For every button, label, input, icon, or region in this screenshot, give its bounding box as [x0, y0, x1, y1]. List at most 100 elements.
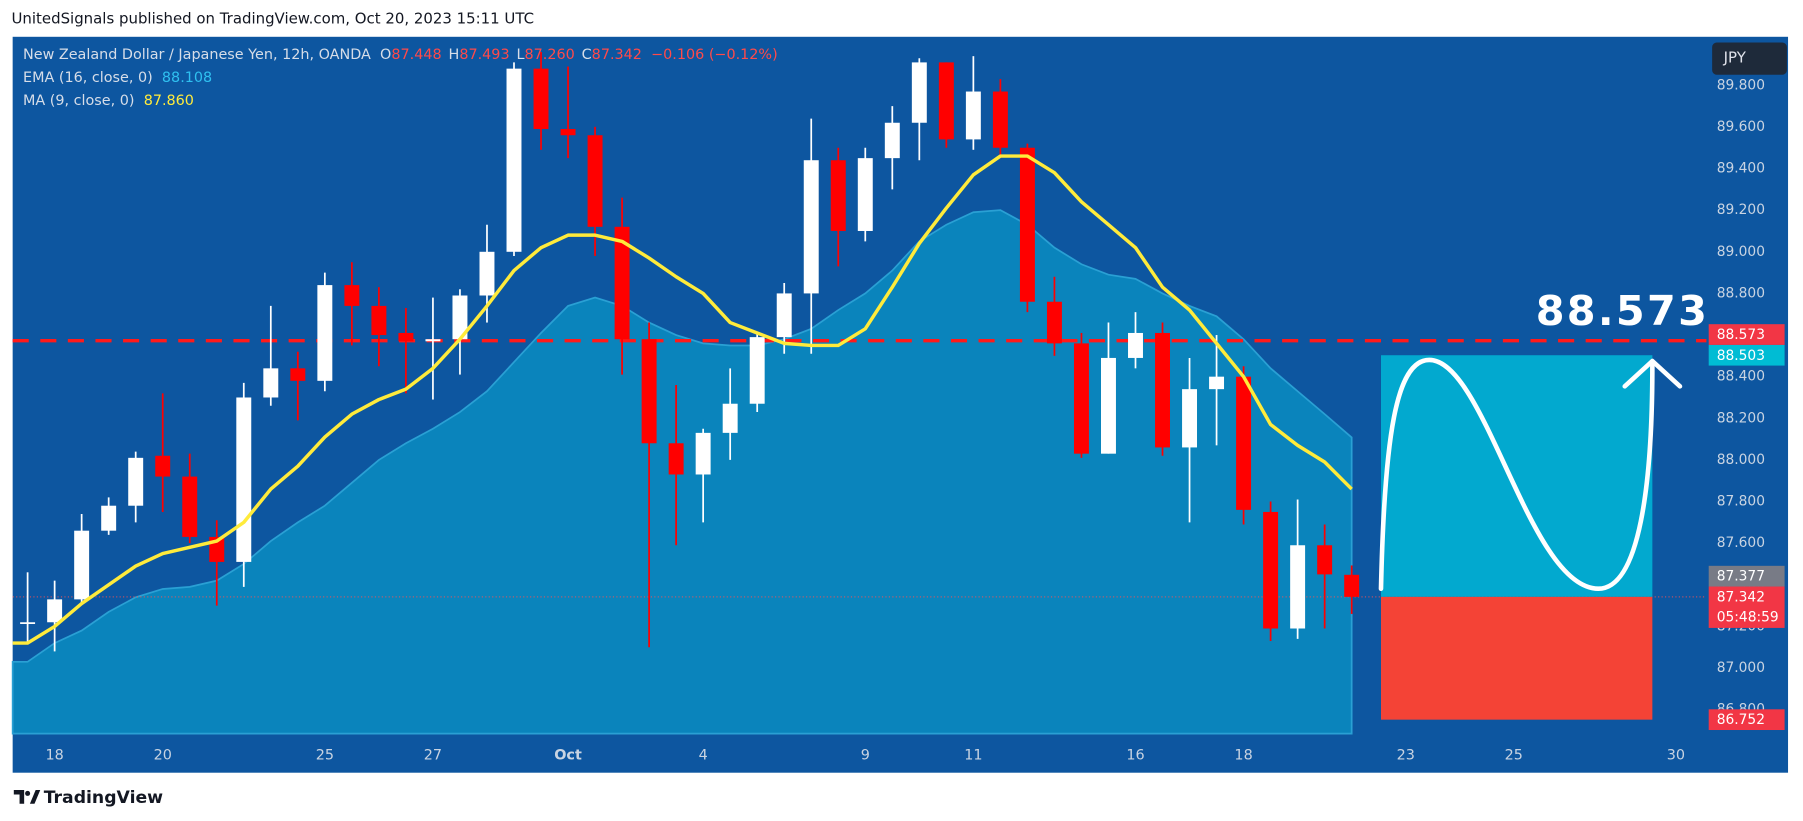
x-tick-label: 18	[45, 747, 63, 763]
price-label-box	[1708, 324, 1785, 345]
price-label-box	[1708, 344, 1785, 366]
candle-body	[641, 339, 657, 444]
target-text: 88.573	[1536, 287, 1709, 335]
x-tick-label: 18	[1234, 747, 1252, 763]
candle-body	[1073, 343, 1089, 454]
candle-body	[803, 160, 819, 294]
candle-body	[1317, 545, 1333, 575]
candle-body	[938, 62, 954, 140]
legend-ema-value: 88.108	[162, 70, 212, 86]
candle-body	[722, 403, 738, 433]
legend-ma-row: MA (9, close, 0) 87.860	[23, 93, 194, 109]
price-label: 86.752	[1717, 712, 1765, 728]
y-tick-label: 88.200	[1717, 410, 1765, 426]
legend-symbol-row: New Zealand Dollar / Japanese Yen, 12h, …	[23, 47, 778, 63]
candle-body	[1046, 301, 1062, 344]
candle-body	[1344, 574, 1360, 597]
legend-h-value: 87.493	[459, 47, 509, 63]
y-tick-label: 87.600	[1717, 535, 1765, 551]
logo-part	[13, 789, 25, 804]
candle-body	[317, 285, 333, 381]
price-label: 88.503	[1717, 348, 1765, 364]
candle-body	[236, 397, 252, 562]
candle-body	[668, 443, 684, 475]
ma-layer	[12, 154, 1353, 645]
candle-body	[587, 135, 603, 227]
legend-change: −0.106 (−0.12%)	[651, 47, 778, 63]
candles	[20, 51, 1360, 652]
candle-body	[47, 599, 63, 623]
candle-body	[560, 128, 576, 136]
footer-brand: TradingView	[44, 788, 163, 808]
candle-body	[695, 432, 711, 475]
y-tick-label: 89.800	[1717, 77, 1765, 93]
profit-zone	[1380, 355, 1653, 597]
candle-body	[749, 337, 765, 404]
x-tick-label: 16	[1126, 747, 1144, 763]
legend-ma-value: 87.860	[144, 93, 194, 109]
candle-body	[263, 368, 279, 398]
y-tick-label: 88.400	[1717, 369, 1765, 385]
legend-symbol: New Zealand Dollar / Japanese Yen, 12h, …	[23, 47, 371, 63]
candle-body	[1128, 332, 1143, 358]
y-tick-label: 89.200	[1717, 202, 1765, 218]
legend-h-label: H	[449, 47, 460, 63]
legend-l-label: L	[516, 47, 524, 63]
x-tick-label: 11	[964, 747, 982, 763]
price-label: 88.573	[1717, 327, 1765, 343]
candle-body	[614, 226, 630, 340]
candle-body	[101, 505, 117, 531]
candle-body	[182, 476, 198, 537]
legend-ma-name: MA (9, close, 0)	[23, 93, 135, 109]
currency-button-bg[interactable]	[1712, 42, 1787, 75]
y-tick-label: 87.800	[1717, 494, 1765, 510]
currency-button[interactable]: JPY	[1712, 42, 1787, 75]
candle-body	[992, 91, 1008, 148]
price-label-box	[1708, 565, 1785, 587]
x-tick-label: 9	[861, 747, 870, 763]
candle-body	[533, 68, 549, 129]
x-tick-label: 4	[699, 747, 708, 763]
price-label: 87.342	[1717, 589, 1765, 605]
candle-body	[398, 332, 414, 342]
legend-o-label: O	[380, 47, 391, 63]
legend-c-label: C	[582, 47, 592, 63]
price-label-box	[1708, 709, 1785, 731]
candle-body	[452, 295, 468, 340]
position-tool	[1380, 355, 1653, 720]
drawing: 88.573	[1378, 287, 1709, 592]
legend: New Zealand Dollar / Japanese Yen, 12h, …	[23, 47, 778, 109]
x-tick-label: 30	[1667, 747, 1685, 763]
y-tick-label: 88.000	[1717, 452, 1765, 468]
candle-body	[1182, 389, 1198, 448]
y-tick-label: 89.400	[1717, 161, 1765, 177]
y-tick-label: 88.800	[1717, 285, 1765, 301]
currency-label[interactable]: JPY	[1723, 49, 1747, 67]
drawn-curve	[1378, 357, 1655, 592]
x-tick-label: 20	[154, 747, 172, 763]
legend-ema-row: EMA (16, close, 0) 88.108	[23, 70, 212, 86]
ma-line	[12, 154, 1353, 645]
legend-ema-name: EMA (16, close, 0)	[23, 70, 153, 86]
candle-body	[1101, 357, 1116, 454]
candle-body	[884, 122, 900, 159]
candle-body	[965, 91, 981, 140]
candle-body	[128, 457, 144, 506]
publish-header: UnitedSignals published on TradingView.c…	[12, 10, 535, 28]
x-tick-label: Oct	[554, 747, 582, 763]
price-label: 87.377	[1717, 569, 1765, 585]
x-tick-label: 23	[1397, 747, 1415, 763]
legend-o-value: 87.448	[391, 47, 441, 63]
candle-body	[20, 622, 36, 624]
x-tick-label: 27	[424, 747, 442, 763]
candle-body	[155, 455, 171, 477]
candle-body	[1155, 332, 1170, 448]
candle-body	[74, 530, 90, 600]
candle-body	[290, 368, 306, 381]
footer: TradingView	[13, 788, 163, 808]
logo-part	[29, 789, 41, 804]
legend-c-value: 87.342	[592, 47, 642, 63]
x-tick-label: 25	[1505, 747, 1523, 763]
